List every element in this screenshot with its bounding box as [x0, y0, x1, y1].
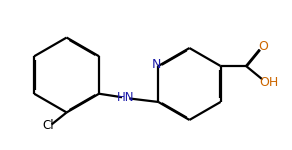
Text: N: N	[152, 58, 161, 71]
Text: OH: OH	[260, 76, 279, 89]
Text: Cl: Cl	[43, 119, 54, 132]
Text: O: O	[258, 40, 268, 53]
Text: HN: HN	[117, 91, 134, 104]
